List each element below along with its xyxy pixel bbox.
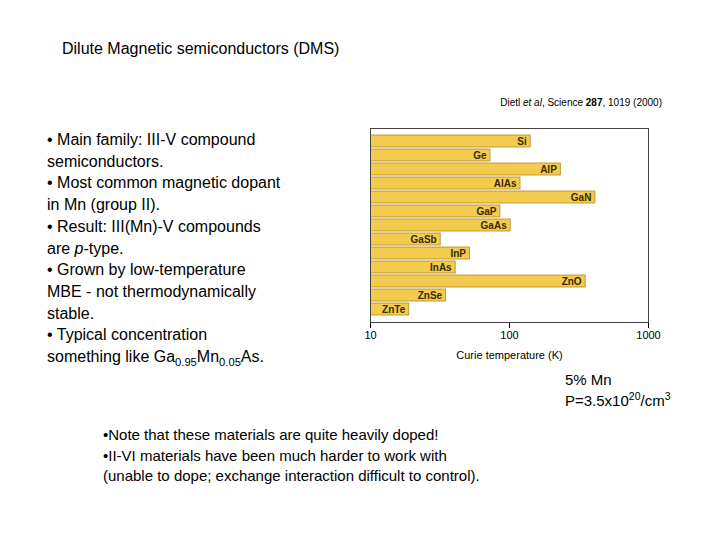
html-text:something like Ga0.95Mn0.05As.: something like Ga0.95Mn0.05As. [47, 348, 264, 369]
svg-text:GaN: GaN [571, 192, 592, 203]
html-text:• Result: III(Mn)-V compounds: • Result: III(Mn)-V compounds [47, 217, 261, 235]
html-text:in Mn (group II).: in Mn (group II). [47, 196, 160, 214]
svg-text:Si: Si [517, 136, 527, 147]
svg-text:10: 10 [364, 329, 376, 341]
html-text:• Grown by low-temperature: • Grown by low-temperature [47, 261, 246, 279]
svg-text:GaSb: GaSb [411, 234, 437, 245]
html-text:•II-VI materials have been muc: •II-VI materials have been much harder t… [103, 446, 447, 464]
html-text:•Note that these materials are: •Note that these materials are quite hea… [103, 426, 439, 443]
svg-text:1000: 1000 [636, 329, 660, 341]
html-text:MBE - not thermodynamically: MBE - not thermodynamically [47, 282, 256, 300]
html-text:• Typical concentration: • Typical concentration [47, 326, 208, 344]
svg-text:Curie temperature (K): Curie temperature (K) [456, 349, 562, 361]
svg-text:GaAs: GaAs [481, 220, 508, 231]
svg-text:AlAs: AlAs [494, 178, 517, 189]
html-text:• Most common magnetic dopant: • Most common magnetic dopant [47, 174, 281, 192]
svg-text:Ge: Ge [473, 150, 487, 161]
svg-text:InP: InP [450, 248, 466, 259]
html-text:P=3.5x10: P=3.5x10 [565, 392, 629, 409]
html-text:(unable to dope; exchange inte: (unable to dope; exchange interaction di… [103, 467, 480, 484]
svg-text:ZnO: ZnO [562, 276, 582, 287]
html-text:20/cm3: 20/cm3 [628, 390, 671, 409]
svg-text:100: 100 [500, 329, 518, 341]
html-text:• Main family: III-V compound: • Main family: III-V compound [47, 131, 256, 148]
svg-text:GaP: GaP [476, 206, 496, 217]
html-text:Dilute Magnetic semiconductors: Dilute Magnetic semiconductors (DMS) [62, 40, 340, 57]
svg-text:ZnSe: ZnSe [418, 290, 443, 301]
html-text:5% Mn: 5% Mn [565, 371, 612, 388]
html-text:stable.: stable. [47, 304, 95, 322]
html-text:are p -type.: are p -type. [47, 239, 124, 257]
svg-text:ZnTe: ZnTe [382, 304, 406, 315]
svg-text:AlP: AlP [540, 164, 557, 175]
html-text:semiconductors.: semiconductors. [47, 152, 164, 170]
html-text:Dietl et al, Science 287, 1019: Dietl et al, Science 287, 1019 (2000) [500, 97, 662, 108]
svg-text:InAs: InAs [430, 262, 452, 273]
